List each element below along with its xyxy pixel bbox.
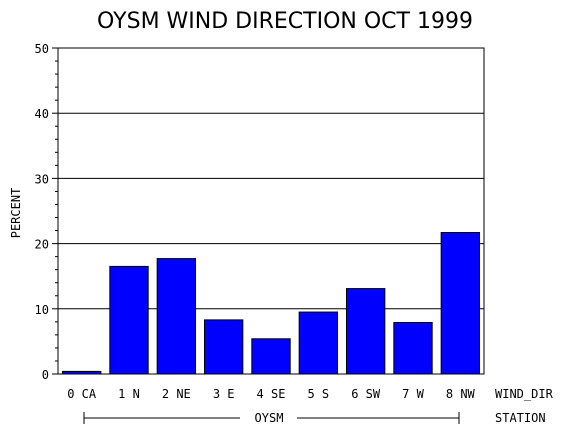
x-tick-label: 6 SW	[351, 387, 381, 401]
group-axis-name: STATION	[495, 411, 546, 425]
x-tick-label: 3 E	[213, 387, 235, 401]
x-tick-label: 1 N	[118, 387, 140, 401]
y-tick-label: 0	[42, 368, 49, 382]
y-tick-label: 10	[35, 303, 49, 317]
plot-border	[57, 47, 485, 375]
x-tick-label: 0 CA	[67, 387, 97, 401]
bar	[393, 321, 433, 375]
y-axis-ticks: 0 10 20 30 40 50	[35, 42, 58, 382]
y-tick-label: 50	[35, 42, 49, 56]
bar	[298, 311, 339, 375]
x-tick-label: 7 W	[402, 387, 424, 401]
bar	[109, 265, 149, 375]
group-label: OYSM	[255, 411, 284, 425]
chart-title: OYSM WIND DIRECTION OCT 1999	[97, 9, 473, 34]
bar	[345, 288, 386, 375]
y-tick-label: 20	[35, 238, 49, 252]
x-axis-name: WIND_DIR	[495, 387, 554, 401]
y-tick-label: 40	[35, 107, 49, 121]
x-tick-label: 8 NW	[446, 387, 476, 401]
bar	[440, 232, 481, 375]
x-axis-tick-labels: 0 CA 1 N 2 NE 3 E 4 SE 5 S 6 SW 7 W 8 NW	[67, 387, 475, 401]
y-tick-label: 30	[35, 172, 49, 186]
bar	[251, 338, 291, 375]
bar	[156, 258, 197, 375]
x-tick-label: 5 S	[307, 387, 329, 401]
bars	[61, 232, 481, 375]
x-tick-label: 4 SE	[257, 387, 286, 401]
x-tick-label: 2 NE	[162, 387, 191, 401]
bar	[203, 319, 244, 375]
plot-frame	[57, 47, 485, 375]
y-axis-label: PERCENT	[9, 188, 23, 239]
